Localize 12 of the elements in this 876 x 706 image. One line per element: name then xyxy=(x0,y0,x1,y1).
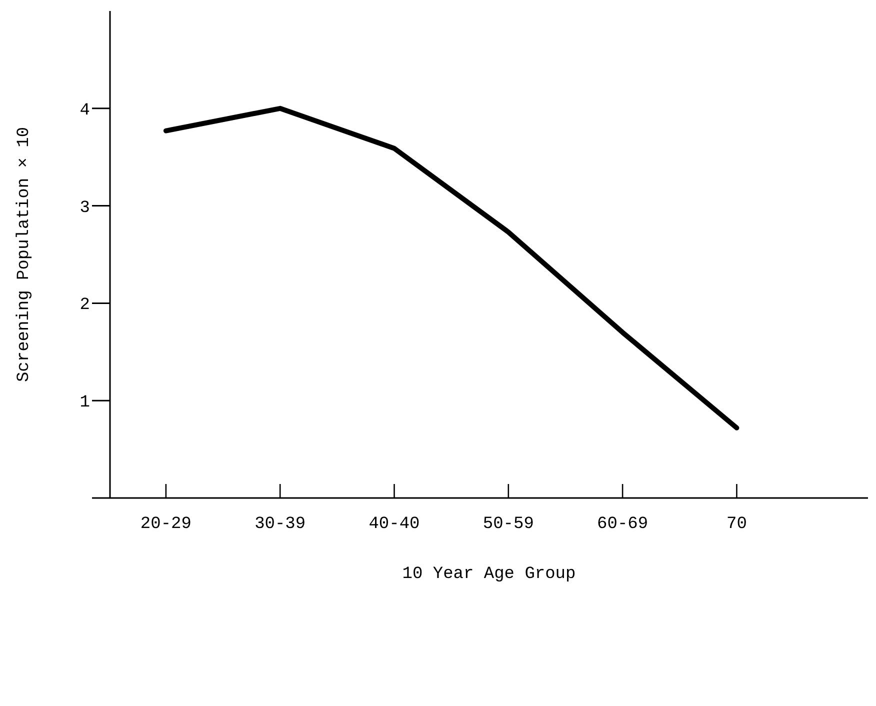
x-tick-label: 60-69 xyxy=(597,515,648,534)
y-tick-label: 1 xyxy=(80,394,90,413)
x-axis-title: 10 Year Age Group xyxy=(402,565,576,584)
x-tick-label: 30-39 xyxy=(254,515,306,534)
y-axis-title: Screening Population × 10 xyxy=(15,126,34,382)
x-tick-label: 20-29 xyxy=(140,515,192,534)
y-tick-label: 2 xyxy=(80,296,90,316)
x-tick-label: 40-40 xyxy=(368,515,420,534)
y-tick-label: 3 xyxy=(80,198,90,218)
y-tick-label: 4 xyxy=(80,101,90,120)
x-tick-label: 50-59 xyxy=(482,515,534,534)
x-tick-label: 70 xyxy=(726,515,747,534)
